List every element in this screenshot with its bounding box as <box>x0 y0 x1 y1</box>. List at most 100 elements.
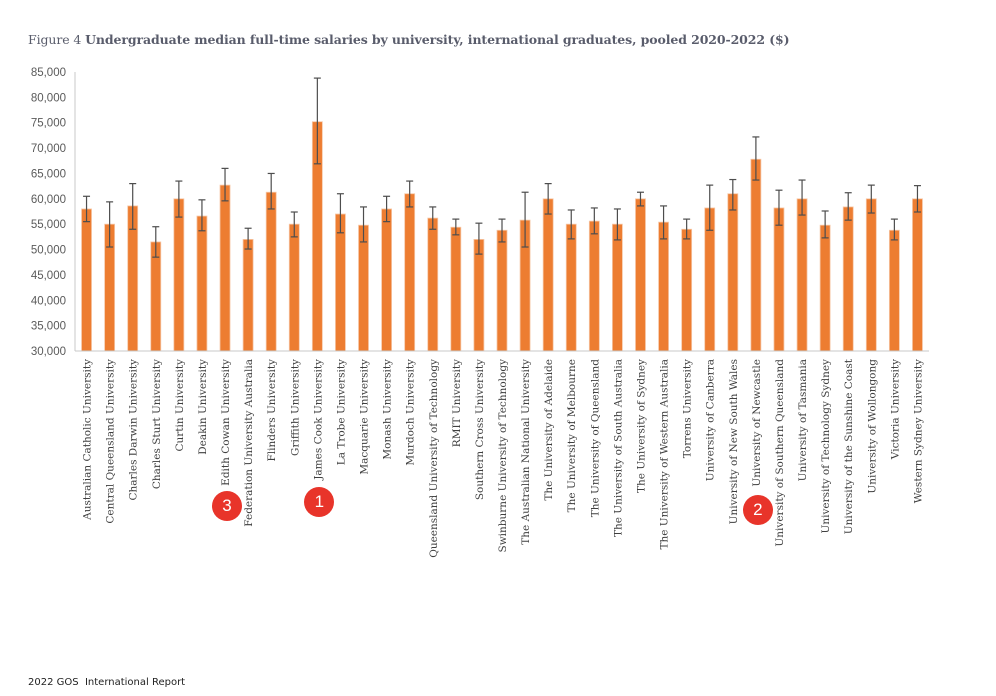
bar <box>358 224 369 352</box>
bar <box>750 158 762 352</box>
x-tick-label: The University of Western Australia <box>659 359 671 550</box>
error-bar <box>152 226 160 258</box>
error-bar <box>383 195 391 223</box>
x-tick-label: The University of Sydney <box>635 359 647 493</box>
bar <box>658 221 669 352</box>
error-bar <box>798 179 806 216</box>
error-bar <box>683 218 691 240</box>
y-tick-label: 40,000 <box>31 295 66 307</box>
x-tick-label: The University of South Australia <box>612 359 624 537</box>
x-tick-label: Edith Cowan University <box>220 359 232 486</box>
error-bar <box>313 77 321 165</box>
y-tick-label: 55,000 <box>31 219 66 231</box>
error-bar <box>844 192 852 221</box>
annotation-marker-1: 1 <box>304 487 335 517</box>
error-bar <box>475 222 483 255</box>
error-bar <box>867 184 875 214</box>
error-bar <box>406 180 414 208</box>
error-bar <box>729 178 737 211</box>
x-tick-label: Curtin University <box>174 359 186 452</box>
bar <box>335 213 346 352</box>
bar <box>842 206 854 352</box>
x-tick-label: The University of Melbourne <box>566 359 578 512</box>
bar <box>81 208 92 352</box>
x-tick-label: Charles Darwin University <box>128 359 140 501</box>
error-bar <box>821 210 829 239</box>
x-tick-label: Swinburne University of Technology <box>497 359 509 553</box>
bar <box>565 223 577 352</box>
bar <box>450 226 462 352</box>
bars <box>81 77 923 352</box>
bar <box>150 241 162 352</box>
error-bar <box>913 185 921 213</box>
annotation-marker-2: 2 <box>742 495 773 525</box>
error-bar <box>129 183 137 230</box>
x-tick-label: University of the Sunshine Coast <box>843 358 855 534</box>
y-tick-label: 30,000 <box>31 346 66 358</box>
error-bar <box>452 218 460 236</box>
x-tick-label: University of New South Wales <box>728 359 740 524</box>
x-tick-label: University of Canberra <box>705 359 717 481</box>
error-bar <box>244 227 252 250</box>
bar <box>381 208 392 352</box>
y-tick-label: 75,000 <box>31 118 66 130</box>
bar <box>219 184 231 352</box>
figure-label: Figure 4 <box>28 32 82 47</box>
bar <box>888 229 900 352</box>
y-tick-label: 35,000 <box>31 321 66 333</box>
error-bar <box>660 205 668 240</box>
bar <box>681 228 693 352</box>
bar <box>496 229 508 352</box>
x-tick-label: Federation University Australia <box>243 359 255 527</box>
x-tick-label: Macquarie University <box>359 359 371 475</box>
bar <box>912 198 923 352</box>
x-tick-label: La Trobe University <box>335 359 347 465</box>
bar <box>865 198 877 352</box>
x-tick-label: Monash University <box>382 359 394 460</box>
annotation-marker-3: 3 <box>212 491 243 521</box>
y-tick-label: 50,000 <box>31 245 66 257</box>
y-tick-label: 65,000 <box>31 168 66 180</box>
x-tick-label: RMIT University <box>451 359 463 447</box>
bar <box>612 223 623 352</box>
error-bar <box>498 218 506 243</box>
y-tick-label: 80,000 <box>31 92 66 104</box>
bar <box>727 193 739 352</box>
x-tick-label: Torrens University <box>682 359 694 458</box>
error-bar <box>198 199 206 232</box>
error-bar <box>636 191 644 207</box>
bar <box>588 220 600 352</box>
error-bar <box>521 191 529 248</box>
x-tick-label: Flinders University <box>266 359 278 462</box>
figure-title-text: Undergraduate median full-time salaries … <box>85 32 790 47</box>
x-tick-label: Victoria University <box>889 359 901 460</box>
x-tick-label: University of Newcastle <box>751 359 763 487</box>
bar <box>542 198 554 352</box>
x-tick-label: University of Technology Sydney <box>820 359 832 534</box>
x-tick-label: University of Wollongong <box>866 359 878 494</box>
error-bar <box>267 172 275 210</box>
bar <box>404 193 416 352</box>
error-bar <box>590 207 598 235</box>
error-bar <box>775 189 783 226</box>
error-bar <box>106 201 114 248</box>
bar <box>819 224 831 352</box>
error-bar <box>360 206 368 243</box>
bar <box>265 191 277 352</box>
bar <box>635 198 646 352</box>
x-tick-label: Queensland University of Technology <box>428 359 440 558</box>
bar <box>288 223 300 352</box>
bar <box>242 238 254 352</box>
bar-chart: 30,000 35,000 40,000 45,000 50,000 55,000 60,0… <box>31 67 929 558</box>
y-tick-label: 45,000 <box>31 270 66 282</box>
x-tick-label: University of Tasmania <box>797 359 809 481</box>
error-bar <box>706 184 714 231</box>
x-tick-label: University of Southern Queensland <box>774 359 786 547</box>
error-bar <box>336 193 344 234</box>
y-tick-label: 70,000 <box>31 143 66 155</box>
bar <box>196 215 208 352</box>
error-bar <box>290 211 298 238</box>
bar <box>173 198 185 352</box>
x-tick-label: Australian Catholic University <box>82 359 94 521</box>
error-bar <box>752 136 760 181</box>
